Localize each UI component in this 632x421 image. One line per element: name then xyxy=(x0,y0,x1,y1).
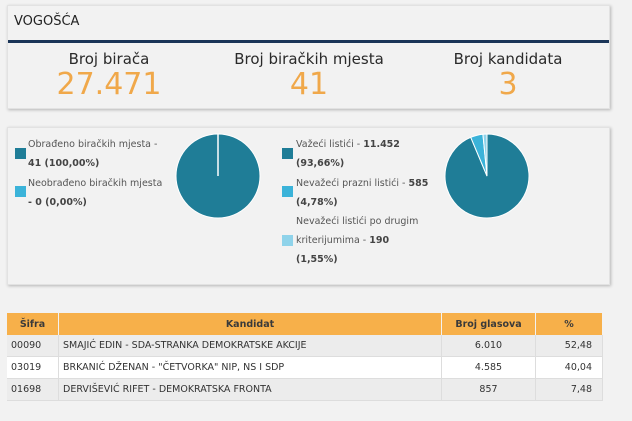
polling-stations-pie xyxy=(175,133,261,219)
stat-label: Broj birača xyxy=(68,50,150,68)
cell-code: 00090 xyxy=(7,335,59,357)
legend-value: 11.452 xyxy=(363,139,400,150)
legend-processed: Obrađeno biračkih mjesta - 41 (100,00%) xyxy=(28,135,157,173)
col-candidate[interactable]: Kandidat xyxy=(58,313,442,335)
stat-value: 3 xyxy=(498,67,518,102)
cell-votes: 4.585 xyxy=(441,356,536,379)
cell-candidate: SMAJIĆ EDIN - SDA-STRANKA DEMOKRATSKE AK… xyxy=(58,335,442,357)
stat-label: Broj biračkih mjesta xyxy=(234,50,384,68)
title-divider xyxy=(8,40,609,43)
summary-card: VOGOŠĆA Broj birača 27.471 Broj biračkih… xyxy=(7,5,610,109)
legend-swatch-other-invalid xyxy=(282,235,293,246)
slice-valid[interactable] xyxy=(444,133,530,219)
cell-votes: 6.010 xyxy=(441,335,536,357)
legend-swatch-unprocessed xyxy=(15,186,26,197)
stat-label: Broj kandidata xyxy=(453,50,563,68)
municipality-title: VOGOŠĆA xyxy=(14,14,80,29)
stat-candidates: Broj kandidata 3 xyxy=(408,50,608,102)
candidates-table: Šifra Kandidat Broj glasova % 00090 SMAJI… xyxy=(7,313,603,401)
legend-value: - 0 (0,00%) xyxy=(28,197,87,208)
table-row: 00090 SMAJIĆ EDIN - SDA-STRANKA DEMOKRATS… xyxy=(7,335,603,357)
cell-votes: 857 xyxy=(441,378,536,401)
col-code[interactable]: Šifra xyxy=(7,313,59,335)
cell-code: 01698 xyxy=(7,378,59,401)
legend-swatch-valid xyxy=(282,148,293,159)
legend-text: kriterijumima - xyxy=(296,235,370,246)
legend-unprocessed: Neobrađeno biračkih mjesta - 0 (0,00%) xyxy=(28,174,162,212)
col-percent[interactable]: % xyxy=(535,313,603,335)
stat-voters: Broj birača 27.471 xyxy=(9,50,209,102)
legend-pct: (93,66%) xyxy=(296,158,345,169)
legend-text: Važeći listići - xyxy=(296,139,364,150)
cell-percent: 7,48 xyxy=(535,378,603,401)
legend-value: 190 xyxy=(369,235,390,246)
ballots-pie xyxy=(444,133,530,219)
cell-candidate: BRKANIĆ DŽENAN - "ČETVORKA" NIP, NS I SD… xyxy=(58,356,442,379)
legend-text: Nevažeći listići po drugim xyxy=(296,216,419,227)
cell-code: 03019 xyxy=(7,356,59,379)
legend-pct: (1,55%) xyxy=(296,254,338,265)
legend-text: Neobrađeno biračkih mjesta xyxy=(28,178,163,189)
charts-card: Obrađeno biračkih mjesta - 41 (100,00%) … xyxy=(7,127,610,285)
cell-candidate: DERVIŠEVIĆ RIFET - DEMOKRATSKA FRONTA xyxy=(58,378,442,401)
legend-other-invalid: Nevažeći listići po drugim kriterijumima … xyxy=(296,212,418,269)
stat-value: 27.471 xyxy=(56,67,162,102)
legend-text: Nevažeći prazni listići - xyxy=(296,178,409,189)
cell-percent: 52,48 xyxy=(535,335,603,357)
legend-blank: Nevažeći prazni listići - 585 (4,78%) xyxy=(296,174,428,212)
table-row: 01698 DERVIŠEVIĆ RIFET - DEMOKRATSKA FRON… xyxy=(7,378,603,401)
table-row: 03019 BRKANIĆ DŽENAN - "ČETVORKA" NIP, NS… xyxy=(7,356,603,379)
legend-swatch-processed xyxy=(15,148,26,159)
legend-swatch-blank xyxy=(282,186,293,197)
legend-value: 41 (100,00%) xyxy=(28,158,100,169)
slice-other-invalid[interactable] xyxy=(482,133,488,177)
legend-valid: Važeći listići - 11.452 (93,66%) xyxy=(296,135,400,173)
legend-pct: (4,78%) xyxy=(296,197,338,208)
col-votes[interactable]: Broj glasova xyxy=(441,313,536,335)
stat-polling-stations: Broj biračkih mjesta 41 xyxy=(209,50,409,102)
cell-percent: 40,04 xyxy=(535,356,603,379)
legend-text: Obrađeno biračkih mjesta - xyxy=(28,139,158,150)
legend-value: 585 xyxy=(408,178,429,189)
stat-value: 41 xyxy=(289,67,329,102)
